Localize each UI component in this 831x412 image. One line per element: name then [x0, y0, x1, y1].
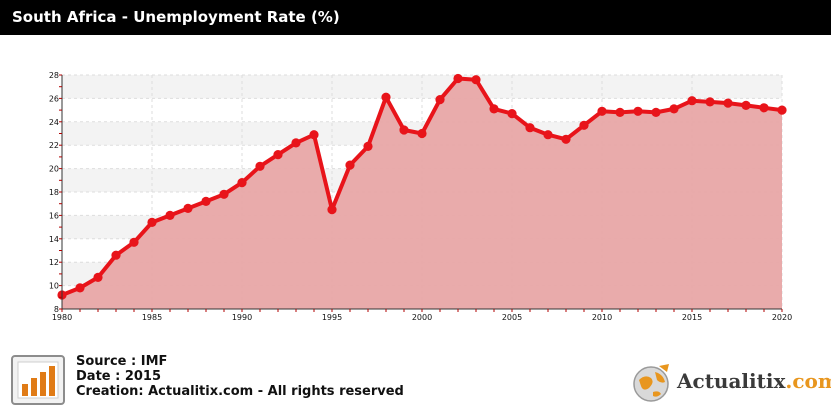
y-tick-label: 24 [49, 118, 59, 127]
data-point [345, 160, 355, 170]
data-point [525, 123, 535, 133]
series-area-fill [62, 78, 782, 309]
bar-chart-icon [10, 354, 66, 406]
data-point [543, 130, 553, 140]
x-tick-label: 1980 [52, 313, 72, 322]
data-point [183, 203, 193, 213]
data-point [129, 237, 139, 247]
x-tick-label: 2010 [592, 313, 612, 322]
brand-name-suffix: .com [785, 369, 831, 393]
footer-info: Source : IMF Date : 2015 Creation: Actua… [76, 354, 404, 399]
data-point [615, 107, 625, 117]
series-area [62, 78, 782, 309]
data-point [705, 97, 715, 107]
data-point [111, 250, 121, 260]
data-point [75, 283, 85, 293]
data-point [291, 138, 301, 148]
y-tick-label: 10 [49, 282, 59, 291]
y-tick-label: 16 [49, 211, 59, 220]
data-point [219, 189, 229, 199]
x-tick-labels: 1980 1985 1990 1995 2000 2005 2010 2015 2020 [52, 313, 792, 322]
data-point [471, 75, 481, 85]
data-point [363, 141, 373, 151]
x-tick-label: 2000 [412, 313, 432, 322]
data-point [777, 105, 787, 115]
data-point [741, 100, 751, 110]
data-point [435, 95, 445, 105]
date-text: Date : 2015 [76, 369, 162, 384]
brand-name: Actualitix.com [677, 369, 831, 393]
data-point [93, 272, 103, 282]
y-tick-label: 20 [49, 165, 59, 174]
x-tick-label: 2020 [772, 313, 792, 322]
title-bar: South Africa - Unemployment Rate (%) [0, 0, 831, 35]
x-tick-label: 1985 [142, 313, 162, 322]
data-point [597, 106, 607, 116]
data-point [147, 217, 157, 227]
y-tick-label: 14 [49, 235, 59, 244]
x-tick-label: 2015 [682, 313, 702, 322]
brand-logo[interactable]: Actualitix.com [625, 358, 831, 406]
axes [59, 74, 783, 312]
data-point [381, 92, 391, 102]
x-tick-label: 2005 [502, 313, 522, 322]
footer: Source : IMF Date : 2015 Creation: Actua… [0, 350, 831, 412]
brand-name-main: Actualitix [677, 369, 786, 393]
data-point [399, 125, 409, 135]
data-point [237, 178, 247, 188]
data-point [453, 73, 463, 84]
data-point [309, 130, 319, 140]
data-point [723, 98, 733, 108]
data-point [651, 107, 661, 117]
data-point [561, 134, 571, 144]
data-point [687, 96, 697, 106]
data-point [273, 150, 283, 160]
globe-icon [629, 360, 675, 404]
y-tick-label: 12 [49, 258, 59, 267]
creation-text: Creation: Actualitix.com - All rights re… [76, 384, 404, 399]
data-point [201, 196, 211, 206]
source-text: Source : IMF [76, 354, 168, 369]
data-point [669, 104, 679, 114]
chart-title: South Africa - Unemployment Rate (%) [12, 8, 340, 26]
plot-band [62, 75, 782, 99]
data-point [759, 103, 769, 113]
data-point [327, 205, 337, 215]
x-tick-label: 1995 [322, 313, 342, 322]
y-tick-label: 26 [49, 94, 59, 103]
data-point [507, 109, 517, 119]
y-tick-label: 18 [49, 188, 59, 197]
unemployment-chart: 8 10 12 14 16 18 20 22 24 26 28 1980 1985 1990 1995 20… [49, 71, 792, 322]
y-tick-label: 22 [49, 141, 59, 150]
data-point [489, 104, 499, 114]
data-point [255, 161, 265, 171]
y-tick-labels: 8 10 12 14 16 18 20 22 24 26 28 [49, 71, 59, 314]
x-tick-label: 1990 [232, 313, 252, 322]
data-points [57, 73, 787, 300]
data-point [417, 128, 427, 139]
data-point [165, 210, 175, 220]
data-point [633, 106, 643, 116]
data-point [579, 120, 589, 130]
y-tick-label: 8 [54, 305, 59, 314]
y-tick-label: 28 [49, 71, 59, 80]
